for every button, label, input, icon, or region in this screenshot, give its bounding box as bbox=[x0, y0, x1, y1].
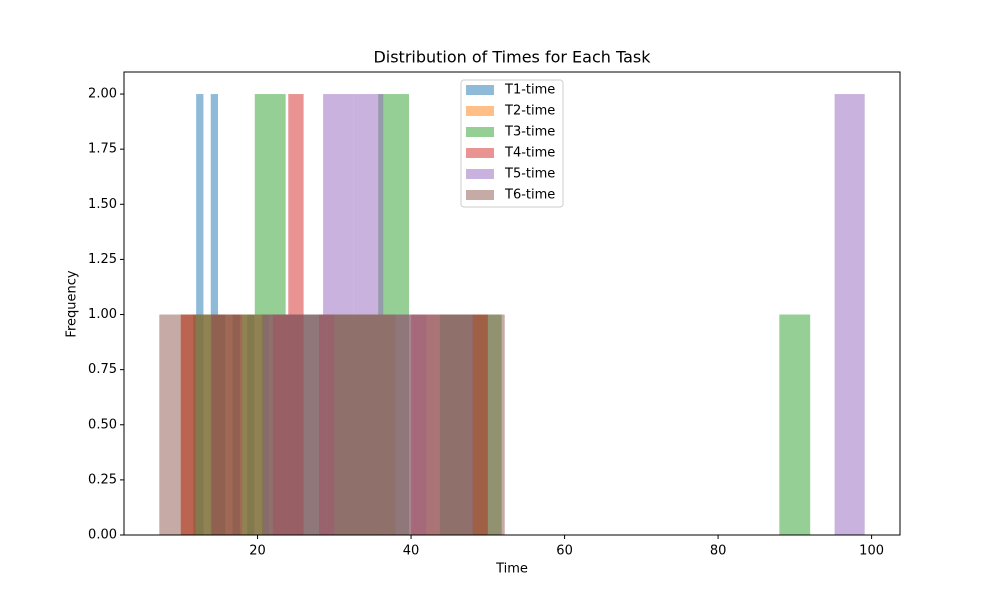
legend-label: T2-time bbox=[504, 104, 555, 119]
chart-title: Distribution of Times for Each Task bbox=[373, 48, 651, 67]
y-tick-label: 0.75 bbox=[88, 362, 117, 377]
bar bbox=[481, 314, 505, 535]
x-tick-label: 40 bbox=[403, 544, 420, 559]
y-tick-label: 1.00 bbox=[88, 307, 117, 322]
y-axis-label: Frequency bbox=[65, 270, 80, 337]
legend: T1-time T2-time T3-time T4-time T5-time T6-ti… bbox=[460, 79, 564, 208]
bars bbox=[159, 94, 865, 536]
x-tick-label: 60 bbox=[556, 544, 573, 559]
y-tick-label: 0.25 bbox=[88, 472, 117, 487]
legend-label: T4-time bbox=[504, 146, 555, 161]
legend-label: T3-time bbox=[504, 125, 555, 140]
bar bbox=[251, 314, 275, 535]
bar bbox=[159, 314, 183, 535]
legend-label: T1-time bbox=[504, 83, 555, 98]
axes: 20 40 60 80 100 0.00 0.25 0.50 0.75 1.00 1.25 1.50 1… bbox=[88, 71, 901, 559]
bar bbox=[458, 314, 482, 535]
bar bbox=[779, 314, 811, 535]
x-axis-label: Time bbox=[495, 562, 528, 577]
legend-label: T6-time bbox=[504, 188, 555, 203]
bar bbox=[297, 314, 321, 535]
legend-swatch bbox=[466, 148, 494, 158]
bar bbox=[228, 314, 252, 535]
legend-swatch bbox=[466, 85, 494, 95]
legend-swatch bbox=[466, 169, 494, 179]
y-tick-label: 0.50 bbox=[88, 417, 117, 432]
bar bbox=[366, 314, 390, 535]
x-tick-label: 100 bbox=[859, 544, 884, 559]
bar bbox=[320, 314, 344, 535]
bar bbox=[389, 314, 413, 535]
y-tick-label: 1.25 bbox=[88, 252, 117, 267]
bar bbox=[182, 314, 206, 535]
y-tick-label: 0.00 bbox=[88, 528, 117, 543]
bar bbox=[205, 314, 229, 535]
bar bbox=[274, 314, 298, 535]
legend-label: T5-time bbox=[504, 167, 555, 182]
y-tick-label: 1.50 bbox=[88, 197, 117, 212]
legend-swatch bbox=[466, 127, 494, 137]
x-tick-label: 20 bbox=[249, 544, 266, 559]
legend-swatch bbox=[466, 106, 494, 116]
bar bbox=[435, 314, 459, 535]
bar bbox=[343, 314, 367, 535]
bar bbox=[412, 314, 436, 535]
plot-frame bbox=[123, 71, 901, 536]
y-tick-label: 2.00 bbox=[88, 87, 117, 102]
legend-swatch bbox=[466, 190, 494, 200]
bar bbox=[834, 94, 865, 536]
y-tick-label: 1.75 bbox=[88, 142, 117, 157]
x-tick-label: 80 bbox=[710, 544, 727, 559]
